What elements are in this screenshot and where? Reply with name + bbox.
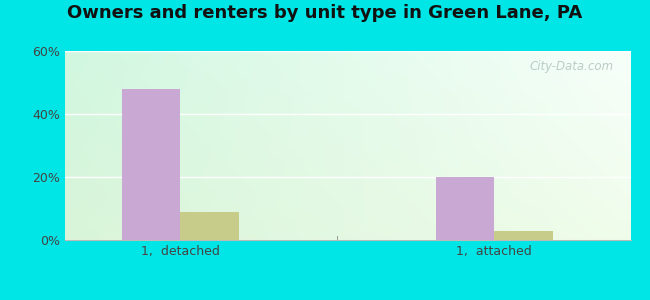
Bar [436, 177, 495, 240]
Bar [180, 212, 239, 240]
Bar [495, 230, 553, 240]
Text: City-Data.com: City-Data.com [529, 60, 614, 74]
Text: Owners and renters by unit type in Green Lane, PA: Owners and renters by unit type in Green… [68, 4, 582, 22]
Bar [122, 89, 180, 240]
